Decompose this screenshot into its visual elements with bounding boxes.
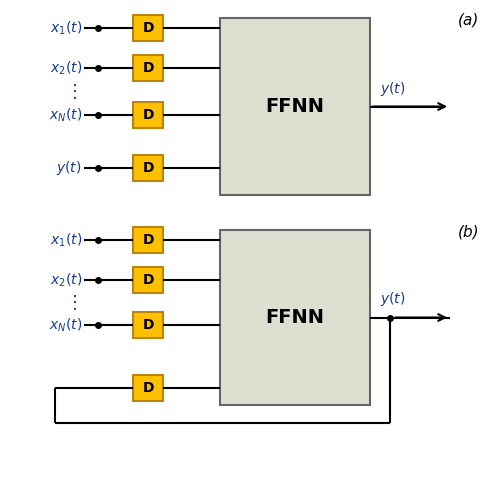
Text: $\vdots$: $\vdots$ xyxy=(65,82,77,101)
Text: D: D xyxy=(142,161,154,175)
Bar xyxy=(133,312,163,338)
Text: (a): (a) xyxy=(458,12,479,28)
Text: $x_N(t)$: $x_N(t)$ xyxy=(49,106,82,124)
Text: D: D xyxy=(142,318,154,332)
Bar xyxy=(220,18,370,195)
Text: $x_1(t)$: $x_1(t)$ xyxy=(50,20,82,36)
Text: $x_2(t)$: $x_2(t)$ xyxy=(50,272,82,288)
Text: FFNN: FFNN xyxy=(266,97,324,116)
Text: $\vdots$: $\vdots$ xyxy=(65,293,77,312)
Text: D: D xyxy=(142,233,154,247)
Text: FFNN: FFNN xyxy=(266,308,324,327)
Text: D: D xyxy=(142,61,154,75)
Bar xyxy=(133,375,163,401)
Text: D: D xyxy=(142,273,154,287)
Text: D: D xyxy=(142,381,154,395)
Text: D: D xyxy=(142,21,154,35)
Text: $x_2(t)$: $x_2(t)$ xyxy=(50,60,82,76)
Text: $x_1(t)$: $x_1(t)$ xyxy=(50,232,82,248)
Text: D: D xyxy=(142,108,154,122)
Bar xyxy=(220,230,370,405)
Bar xyxy=(133,102,163,128)
Bar xyxy=(133,55,163,81)
Bar xyxy=(133,227,163,253)
Bar xyxy=(133,155,163,181)
Text: (b): (b) xyxy=(458,224,480,240)
Text: $y(t)$: $y(t)$ xyxy=(56,159,82,177)
Text: $y(t)$: $y(t)$ xyxy=(380,80,406,98)
Bar xyxy=(133,267,163,293)
Text: $y(t)$: $y(t)$ xyxy=(380,290,406,308)
Bar xyxy=(133,15,163,41)
Text: $x_N(t)$: $x_N(t)$ xyxy=(49,316,82,334)
